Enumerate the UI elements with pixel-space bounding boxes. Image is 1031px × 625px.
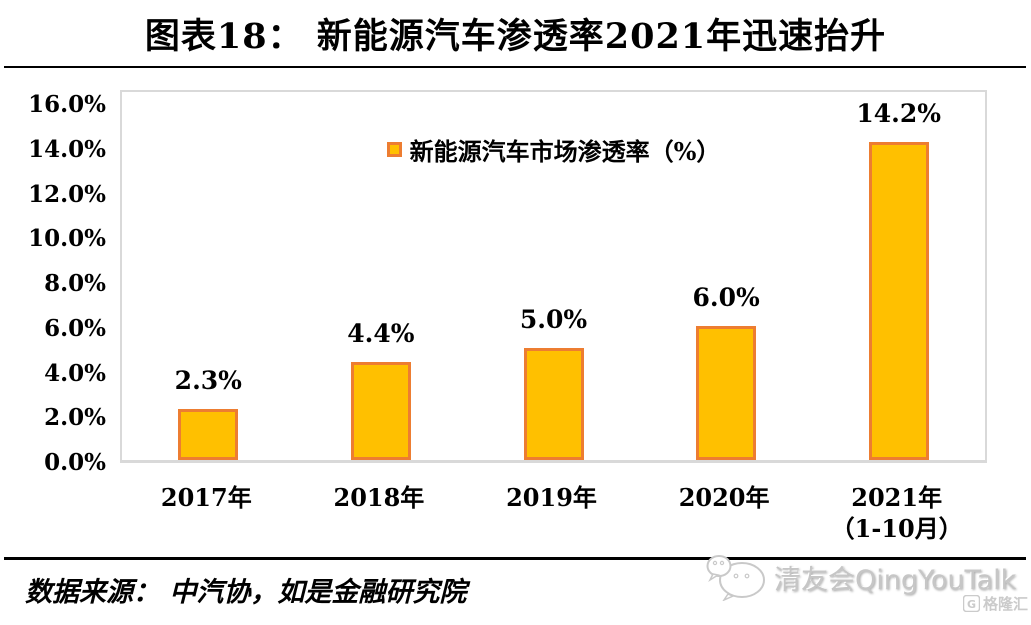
y-axis-tick-label: 2.0% <box>44 404 106 432</box>
title-divider <box>4 66 1026 68</box>
bar-value-label: 14.2% <box>856 99 942 129</box>
y-axis-tick-label: 8.0% <box>44 270 106 297</box>
x-axis-tick-label: 2017年 <box>160 483 252 512</box>
x-axis-tick-label: 2019年 <box>506 483 597 512</box>
x-axis-tick-label: 2018年 <box>333 483 425 512</box>
x-axis-tick-label: 2020年 <box>678 483 770 512</box>
x-axis-tick-label: 2021年 （1-10月） <box>830 483 963 543</box>
gelonghui-logo-icon: G <box>962 595 980 612</box>
page-title: 图表18： 新能源汽车渗透率2021年迅速抬升 <box>144 16 887 57</box>
wechat-watermark: 清友会QingYouTalk <box>706 554 1016 601</box>
bar-value-label: 4.4% <box>347 318 415 348</box>
bar <box>868 142 929 460</box>
wechat-watermark-text: 清友会QingYouTalk <box>774 565 1017 596</box>
source-note: 数据来源： 中汽协，如是金融研究院 <box>25 577 467 608</box>
y-axis-tick-label: 4.0% <box>44 359 106 387</box>
wechat-icon <box>706 555 765 601</box>
y-axis-tick-label: 0.0% <box>44 449 106 476</box>
plot-area: 新能源汽车市场渗透率（%） 2.3% 4.4% 5.0% 6.0% 14.2% <box>120 90 987 463</box>
y-axis-tick-label: 16.0% <box>28 91 106 118</box>
gelonghui-watermark-text: 格隆汇 <box>982 595 1028 613</box>
bar-value-label: 5.0% <box>519 305 588 335</box>
legend-label: 新能源汽车市场渗透率（%） <box>409 137 721 166</box>
chart-legend: 新能源汽车市场渗透率（%） <box>122 132 985 167</box>
bar <box>350 361 411 460</box>
y-axis-tick-label: 6.0% <box>44 314 106 342</box>
y-axis-tick-label: 14.0% <box>28 135 106 163</box>
svg-text:G: G <box>967 598 976 611</box>
legend-marker-icon <box>386 142 402 157</box>
y-axis-tick-label: 12.0% <box>28 180 106 208</box>
bar <box>523 348 584 460</box>
bar <box>178 408 239 460</box>
footer-divider <box>4 557 1026 560</box>
y-axis: 16.0% 14.0% 12.0% 10.0% 8.0% 6.0% 4.0% 2.0% 0.0% <box>0 90 106 476</box>
gelonghui-watermark: G 格隆汇 <box>962 593 1028 614</box>
bar-value-label: 6.0% <box>692 282 760 312</box>
bar-value-label: 2.3% <box>174 365 242 395</box>
bar <box>696 325 757 460</box>
y-axis-tick-label: 10.0% <box>28 225 106 253</box>
x-axis: 2017年 2018年 2019年 2020年 2021年 （1-10月） <box>120 482 987 552</box>
